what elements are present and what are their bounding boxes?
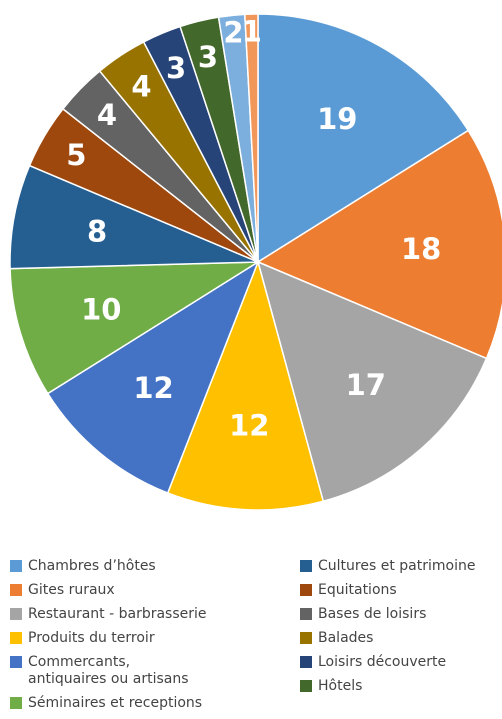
- legend-swatch: [300, 608, 312, 620]
- legend-label: Commercants, antiquaires ou artisans: [28, 654, 189, 687]
- pie-slice: [256, 260, 488, 503]
- legend-swatch: [10, 632, 22, 644]
- legend-item: Bases de loisirs: [300, 606, 475, 623]
- legend-item: Séminaires et receptions: [10, 695, 210, 712]
- pie-slice: [9, 164, 259, 270]
- data-label: 10: [81, 292, 121, 326]
- data-label: 18: [401, 232, 441, 266]
- legend-label: Restaurant - barbrasserie: [28, 606, 207, 622]
- legend-label: Hôtels: [318, 678, 363, 694]
- legend-swatch: [300, 560, 312, 572]
- legend-swatch: [10, 560, 22, 572]
- legend-swatch: [300, 632, 312, 644]
- data-label: 1: [242, 14, 262, 48]
- data-label: 3: [166, 51, 186, 85]
- legend-swatch: [10, 656, 22, 668]
- pie-slice: [9, 261, 261, 395]
- legend-label: Loisirs découverte: [318, 654, 447, 670]
- legend-label: Séminaires et receptions: [28, 695, 203, 711]
- pie-slice: [46, 260, 260, 494]
- legend-item: Loisirs découverte: [300, 654, 475, 671]
- legend-item: Hôtels: [300, 678, 475, 695]
- legend-item: Equitations: [300, 582, 475, 599]
- legend-label: Chambres d’hôtes: [28, 558, 156, 574]
- legend-label: Balades: [318, 630, 374, 646]
- legend-item: Commercants, antiquaires ou artisans: [10, 654, 210, 688]
- legend-item: Chambres d’hôtes: [10, 558, 210, 575]
- legend-label: Cultures et patrimoine: [318, 558, 476, 574]
- legend-swatch: [10, 697, 22, 709]
- legend-item: Restaurant - barbrasserie: [10, 606, 210, 623]
- legend-item: Gites ruraux: [10, 582, 210, 599]
- legend-swatch: [10, 608, 22, 620]
- legend-label: Bases de loisirs: [318, 606, 427, 622]
- legend-column: Cultures et patrimoine Equitations Bases d…: [300, 558, 475, 719]
- data-label: 2: [223, 16, 243, 50]
- data-label: 4: [97, 98, 117, 132]
- data-label: 17: [346, 368, 386, 402]
- pie-slice: [166, 259, 325, 511]
- data-label: 5: [66, 138, 86, 172]
- legend-swatch: [300, 584, 312, 596]
- data-label: 8: [87, 215, 107, 249]
- legend-swatch: [10, 584, 22, 596]
- legend: Chambres d’hôtes Gites ruraux Restaurant -…: [10, 558, 500, 719]
- pie-slice: [256, 129, 502, 360]
- legend-label: Produits du terroir: [28, 630, 155, 646]
- legend-label: Gites ruraux: [28, 582, 115, 598]
- data-label: 12: [229, 408, 269, 442]
- data-label: 19: [317, 102, 357, 136]
- legend-label: Equitations: [318, 582, 397, 598]
- pie-slice: [257, 13, 470, 264]
- data-label: 12: [133, 371, 173, 405]
- legend-swatch: [300, 656, 312, 668]
- legend-item: Produits du terroir: [10, 630, 210, 647]
- legend-swatch: [300, 680, 312, 692]
- legend-item: Cultures et patrimoine: [300, 558, 475, 575]
- legend-column: Chambres d’hôtes Gites ruraux Restaurant -…: [10, 558, 300, 719]
- data-label: 3: [198, 40, 218, 74]
- legend-item: Balades: [300, 630, 475, 647]
- data-label: 4: [131, 69, 151, 103]
- pie-slice: [244, 13, 259, 263]
